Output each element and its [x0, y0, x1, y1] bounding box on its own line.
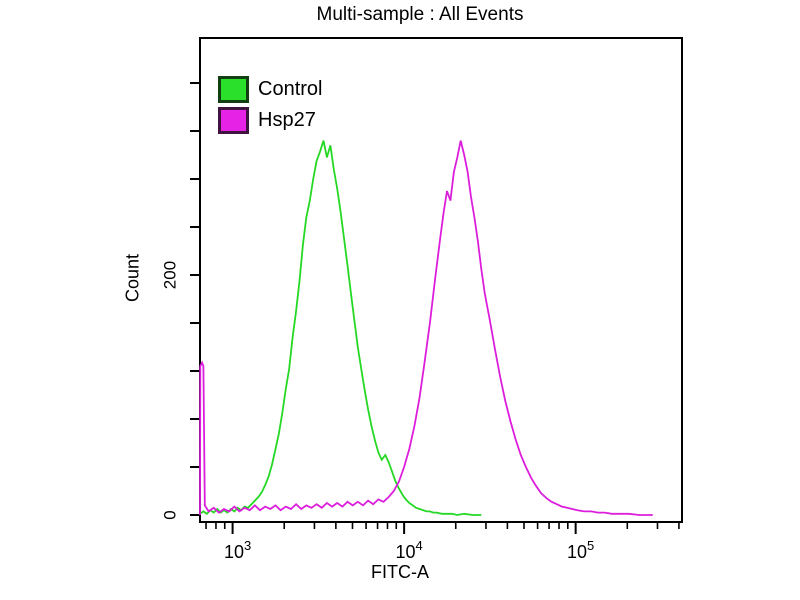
legend-item-control: Control — [218, 76, 322, 103]
x-axis-label: FITC-A — [371, 562, 429, 582]
legend-label-control: Control — [258, 78, 323, 100]
x-tick-label: 104 — [395, 538, 422, 562]
y-tick-label: 200 — [161, 261, 180, 289]
chart-title: Multi-sample : All Events — [316, 4, 524, 25]
y-tick-label: 0 — [161, 510, 180, 519]
plot-frame — [199, 37, 683, 523]
hsp27-color-swatch — [218, 107, 249, 134]
legend: Control Hsp27 — [218, 76, 322, 138]
y-axis-label: Count — [122, 253, 143, 303]
control-curve — [199, 140, 482, 516]
x-tick-label: 103 — [224, 538, 251, 562]
legend-item-hsp27: Hsp27 — [218, 107, 322, 134]
legend-label-hsp27: Hsp27 — [258, 109, 316, 131]
control-color-swatch — [218, 76, 249, 103]
hsp27-curve — [199, 140, 653, 516]
x-tick-label: 105 — [567, 538, 594, 562]
